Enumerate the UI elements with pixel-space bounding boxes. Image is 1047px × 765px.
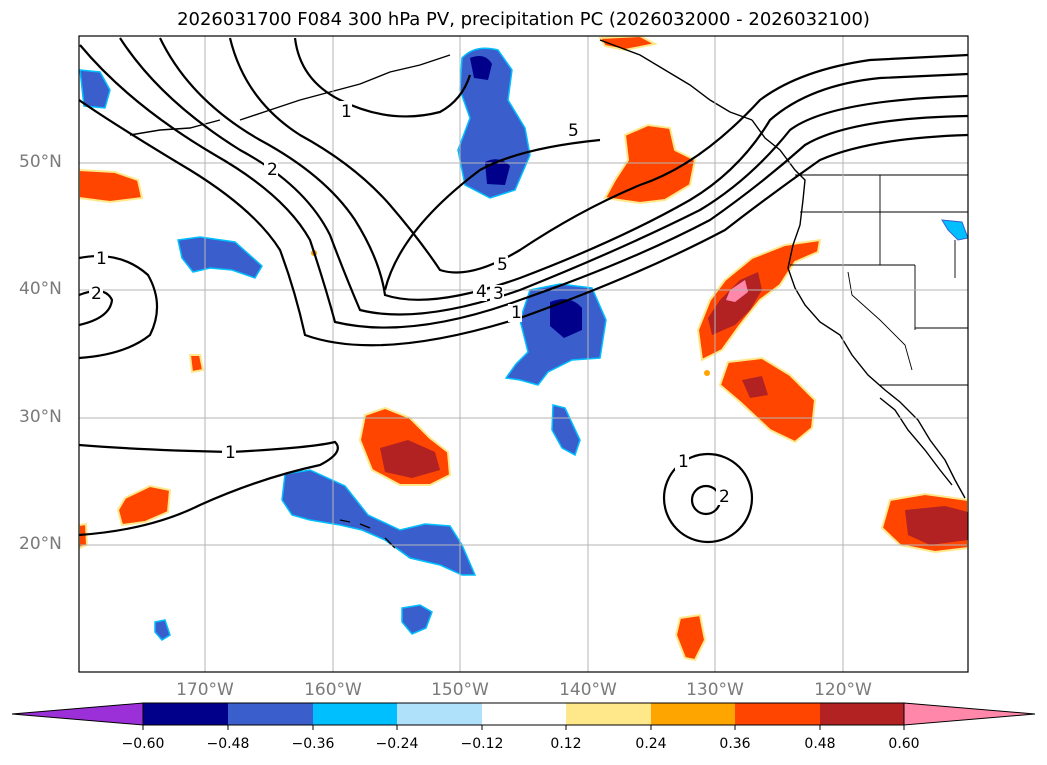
pos-precip-area <box>380 440 440 478</box>
pos-precip-area <box>704 370 710 376</box>
pos-precip-area <box>718 356 817 444</box>
colorbar-segment <box>482 703 566 725</box>
pos-precip-area <box>696 238 822 362</box>
neg-precip-area <box>941 219 968 241</box>
contour-label: 1 <box>678 452 689 472</box>
contour-label: 3 <box>493 284 504 304</box>
pv-contour <box>119 37 968 316</box>
colorbar-segment <box>397 703 482 725</box>
pos-precip-area <box>726 280 748 302</box>
pos-precip-area <box>905 506 968 545</box>
pos-precip-area <box>742 376 768 398</box>
colorbar-segment <box>566 703 651 725</box>
contour-label: 1 <box>225 443 236 463</box>
contour-label: 1 <box>96 249 107 269</box>
contour-label: 5 <box>568 121 579 141</box>
state-borders <box>790 174 968 386</box>
pos-precip-area <box>116 484 172 527</box>
colorbar-segment <box>820 703 904 725</box>
contour-label: 1 <box>341 102 352 122</box>
colorbar-segment <box>735 703 820 725</box>
colorbar-segment <box>143 703 228 725</box>
lat-label: 20°N <box>19 534 62 554</box>
colorbar-tick-label: 0.36 <box>719 736 751 752</box>
colorbar-tick-label: 0.24 <box>635 736 667 752</box>
pos-precip-area <box>603 123 697 205</box>
lon-label: 170°W <box>176 680 234 700</box>
neg-precip-area <box>401 604 433 635</box>
pv-contour <box>79 254 159 360</box>
lat-label: 30°N <box>19 407 62 427</box>
colorbar-segment <box>228 703 313 725</box>
lon-label: 140°W <box>559 680 617 700</box>
pv-contour <box>159 37 968 301</box>
neg-precip-area <box>281 469 477 576</box>
colorbar-tick-label: −0.36 <box>291 736 335 752</box>
colorbar-segment <box>313 703 397 725</box>
pos-precip-area <box>188 354 205 374</box>
pv-contour <box>228 37 968 274</box>
contour-label: 2 <box>91 284 102 304</box>
neg-precip-area <box>485 159 510 185</box>
pos-precip-area <box>674 613 707 662</box>
contour-label: 4 <box>476 282 487 302</box>
map-frame <box>78 35 969 673</box>
contour-label: 2 <box>267 160 278 180</box>
pv-contour <box>79 44 968 329</box>
colorbar-max-extend <box>903 702 1036 726</box>
colorbar-tick-label: 0.12 <box>550 736 582 752</box>
pos-precip-area <box>708 272 762 335</box>
contour-label: 2 <box>719 487 730 507</box>
neg-precip-area <box>550 299 582 338</box>
colorbar-tick-label: −0.24 <box>375 736 419 752</box>
lat-label: 50°N <box>19 152 62 172</box>
gridlines <box>79 36 968 672</box>
pv-contour <box>293 37 472 118</box>
lat-label: 40°N <box>19 279 62 299</box>
contour-label: 1 <box>511 303 522 323</box>
lon-label: 150°W <box>431 680 489 700</box>
lon-label: 120°W <box>814 680 872 700</box>
colorbar-tick-label: −0.48 <box>206 736 250 752</box>
neg-precip-area <box>154 619 171 641</box>
colorbar-tick-label: 0.60 <box>888 736 920 752</box>
map-title: 2026031700 F084 300 hPa PV, precipitatio… <box>177 9 870 30</box>
pv-contour <box>662 452 754 544</box>
pv-contour <box>79 440 339 537</box>
colorbar <box>11 702 1036 730</box>
colorbar-min-extend <box>11 702 144 726</box>
colorbar-tick-label: 0.48 <box>804 736 836 752</box>
neg-precip-area <box>177 236 263 279</box>
pv-contour <box>79 99 968 347</box>
neg-precip-area <box>457 47 531 199</box>
colorbar-tick-label: −0.12 <box>460 736 504 752</box>
neg-precip-area <box>79 69 111 109</box>
colorbar-segment <box>651 703 735 725</box>
lon-label: 130°W <box>686 680 744 700</box>
pos-precip-area <box>79 168 144 204</box>
precip-shading <box>79 36 968 662</box>
contour-label: 5 <box>497 255 508 275</box>
colorbar-tick-label: −0.60 <box>121 736 165 752</box>
pv-contour <box>383 138 601 291</box>
contour-labels: 1 2 5 2 1 2 5 4 3 1 1 1 2 <box>89 101 730 507</box>
lon-label: 160°W <box>304 680 362 700</box>
neg-precip-area <box>470 56 492 80</box>
